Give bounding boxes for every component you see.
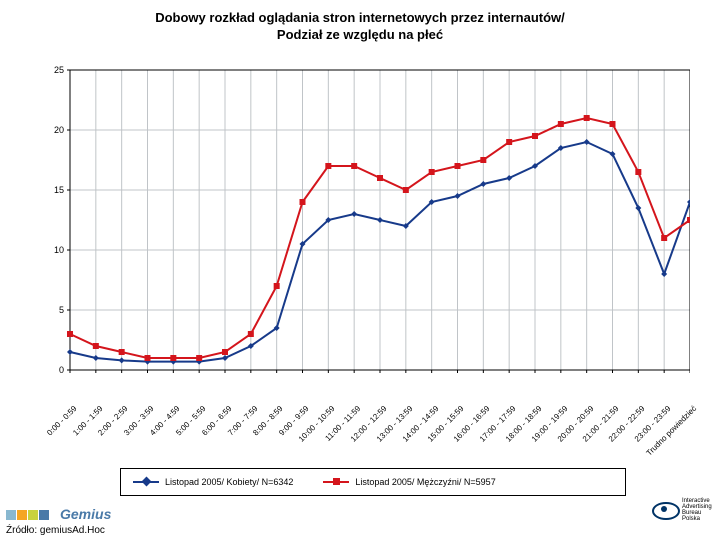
- iab-text: InteractiveAdvertisingBureau Polska: [682, 498, 712, 522]
- gemius-logo: Gemius: [60, 506, 111, 522]
- svg-text:5: 5: [59, 305, 64, 315]
- line-chart-svg: 0 5 10 15 20 25: [40, 60, 690, 400]
- svg-text:0: 0: [59, 365, 64, 375]
- x-tick-label: Trudno powiedzieć: [645, 404, 699, 458]
- title-line-2: Podział ze względu na płeć: [277, 27, 443, 42]
- legend-item-mezczyzni: Listopad 2005/ Mężczyźni/ N=5957: [323, 477, 495, 487]
- svg-text:15: 15: [54, 185, 64, 195]
- chart-legend: Listopad 2005/ Kobiety/ N=6342 Listopad …: [120, 468, 626, 496]
- svg-text:10: 10: [54, 245, 64, 255]
- svg-text:25: 25: [54, 65, 64, 75]
- title-line-1: Dobowy rozkład oglądania stron interneto…: [155, 10, 565, 25]
- legend-label-kobiety: Listopad 2005/ Kobiety/ N=6342: [165, 477, 293, 487]
- chart-area: 0 5 10 15 20 25: [40, 60, 690, 400]
- logo-color-blocks: [6, 510, 49, 520]
- source-text: Źródło: gemiusAd.Hoc: [6, 525, 105, 536]
- x-axis-labels: 0:00 - 0:591:00 - 1:592:00 - 2:593:00 - …: [40, 400, 690, 470]
- iab-eye-logo: [652, 502, 680, 520]
- legend-item-kobiety: Listopad 2005/ Kobiety/ N=6342: [133, 477, 293, 487]
- legend-label-mezczyzni: Listopad 2005/ Mężczyźni/ N=5957: [355, 477, 495, 487]
- svg-text:20: 20: [54, 125, 64, 135]
- legend-swatch-kobiety: [133, 481, 159, 483]
- chart-title: Dobowy rozkład oglądania stron interneto…: [0, 0, 720, 48]
- legend-swatch-mezczyzni: [323, 481, 349, 483]
